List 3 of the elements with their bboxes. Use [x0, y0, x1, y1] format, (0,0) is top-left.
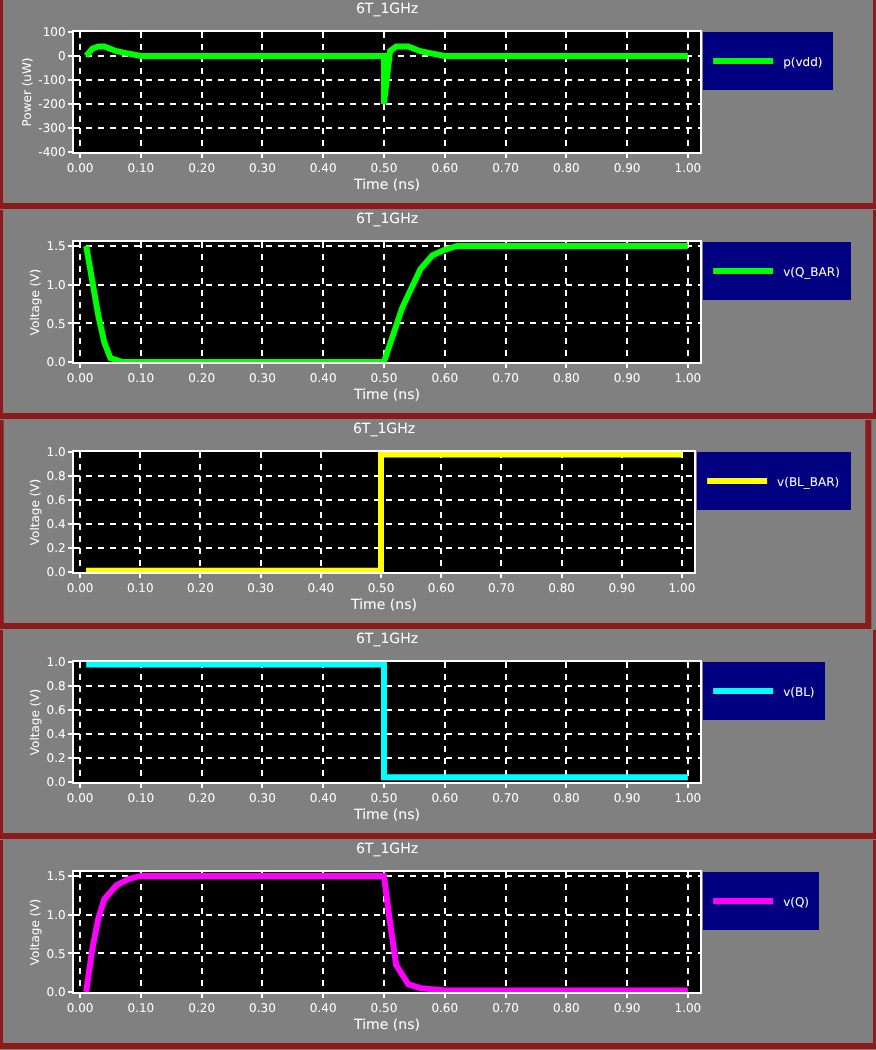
line-series [83, 872, 691, 992]
line-series [83, 43, 691, 107]
line-series [83, 242, 691, 362]
